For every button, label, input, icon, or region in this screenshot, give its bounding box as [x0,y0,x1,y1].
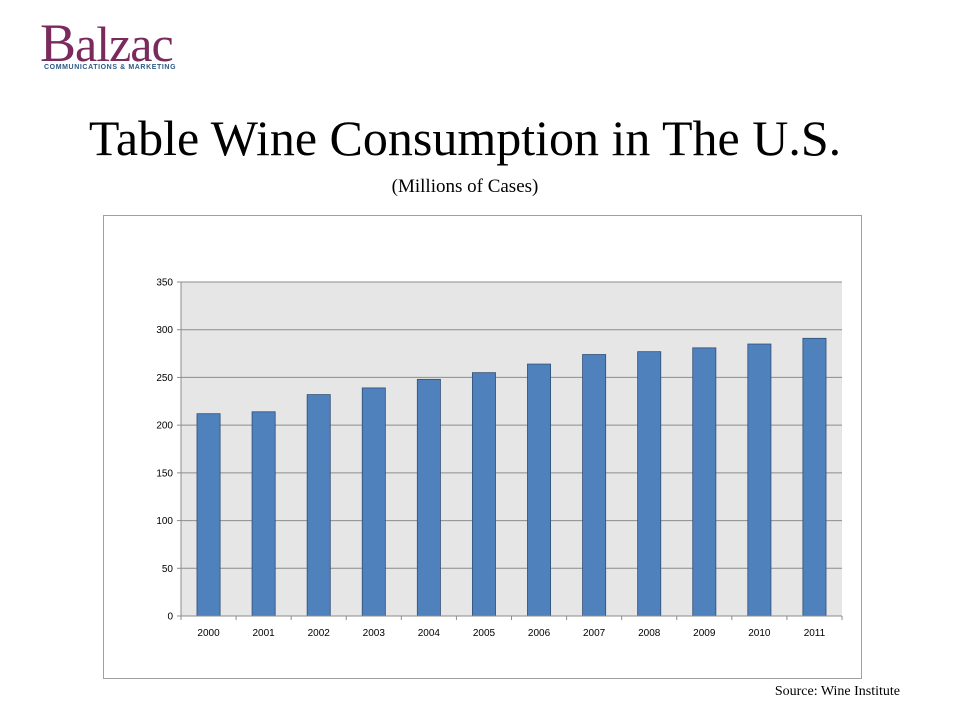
slide-subtitle: (Millions of Cases) [391,176,539,197]
x-tick-label: 2011 [804,628,826,639]
y-tick-label: 100 [156,516,173,527]
y-tick-label: 0 [167,612,173,623]
logo-rest: alzac [75,16,174,72]
x-tick-label: 2010 [748,628,771,639]
bar-2005 [471,372,496,617]
logo-tagline: COMMUNICATIONS & MARKETING [44,64,177,71]
x-tick-label: 2004 [418,628,441,639]
y-tick-label: 200 [156,421,173,432]
x-tick-label: 2007 [583,628,606,639]
balzac-logo: Balzac COMMUNICATIONS & MARKETING [40,16,180,78]
x-tick-label: 2006 [528,628,551,639]
x-tick-label: 2005 [473,628,496,639]
x-tick-label: 2002 [308,628,331,639]
bar-2001 [251,411,276,617]
bar-2011 [802,337,827,617]
bar-2007 [582,354,607,617]
x-tick-label: 2000 [197,628,220,639]
bar-2009 [692,347,717,617]
bar-2006 [527,363,552,617]
bar-2003 [361,387,386,617]
y-tick-label: 350 [156,278,173,289]
y-tick-label: 250 [156,373,173,384]
bar-chart: 0 50 100 150 200 250 300 350 2000 2001 2002 2003 200… [156,278,843,639]
logo-wordmark: Balzac [40,16,174,72]
bar-2002 [306,394,331,617]
plot-area [181,282,842,616]
bar-2008 [637,351,662,617]
chart-frame: 0 50 100 150 200 250 300 350 2000 2001 2002 2003 200… [103,215,862,679]
y-tick-label: 300 [156,325,173,336]
bar-2004 [416,378,441,617]
x-tick-label: 2009 [693,628,716,639]
x-tick-label: 2003 [363,628,386,639]
source-note: Source: Wine Institute [774,684,900,699]
logo-initial: B [40,13,76,73]
y-tick-label: 50 [162,564,174,575]
x-tick-label: 2001 [253,628,276,639]
x-tick-label: 2008 [638,628,661,639]
bar-2010 [747,343,772,617]
y-tick-label: 150 [156,468,173,479]
slide-title: Table Wine Consumption in The U.S. [88,110,842,166]
bar-2000 [196,413,221,617]
